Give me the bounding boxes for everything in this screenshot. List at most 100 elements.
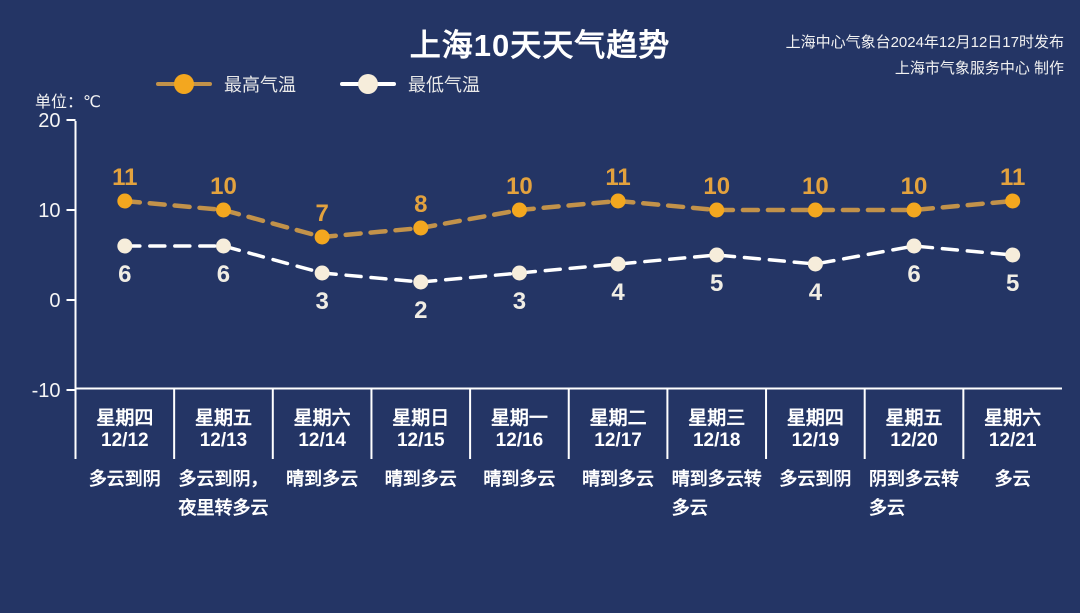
date-label: 12/15	[396, 430, 445, 451]
high-temp-point	[117, 193, 133, 209]
low-temp-point	[511, 265, 527, 281]
low-temp-point	[215, 238, 231, 254]
y-tick-label: 20	[38, 110, 60, 132]
low-temp-value: 5	[710, 270, 723, 297]
high-temp-value: 8	[414, 191, 427, 218]
day-column: 星期日 12/15 晴到多云	[371, 389, 470, 559]
high-temp-value: 11	[112, 164, 137, 191]
date-label: 12/20	[890, 430, 938, 451]
low-temp-value: 4	[809, 279, 823, 306]
legend-label: 最高气温	[224, 75, 296, 95]
weekday-label: 星期三	[688, 408, 746, 429]
legend-dot-swatch	[358, 74, 378, 94]
low-temp-value: 6	[118, 261, 131, 288]
date-label: 12/18	[692, 430, 741, 451]
low-temp-value: 3	[315, 288, 328, 315]
low-temp-point	[709, 247, 725, 263]
day-column: 星期二 12/17 晴到多云	[569, 389, 668, 559]
weather-label: 晴到多云转 多云	[671, 469, 762, 518]
high-temp-point	[906, 202, 922, 218]
low-temp-legend-icon	[340, 73, 396, 95]
high-temp-line	[122, 198, 1015, 240]
high-temp-value: 10	[802, 173, 829, 200]
day-column: 星期五 12/13 多云到阴， 夜里转多云	[174, 389, 273, 559]
low-temp-point	[314, 265, 330, 281]
date-label: 12/12	[101, 430, 149, 451]
high-temp-point	[215, 202, 231, 218]
date-label: 12/17	[594, 430, 642, 451]
weather-label: 晴到多云	[582, 469, 655, 489]
weekday-label: 星期五	[194, 408, 252, 429]
publisher-credits: 上海中心气象台2024年12月12日17时发布 上海市气象服务中心 制作	[786, 30, 1064, 82]
weather-label: 多云到阴， 夜里转多云	[178, 469, 269, 518]
y-tick-label: 10	[38, 200, 60, 222]
low-temp-point	[413, 274, 429, 290]
low-temp-point	[906, 238, 922, 254]
weekday-label: 星期四	[786, 408, 844, 429]
high-temp-value: 11	[1000, 164, 1025, 191]
weekday-label: 星期二	[589, 408, 647, 429]
day-column: 星期三 12/18 晴到多云转 多云	[667, 389, 766, 559]
high-temp-point	[1005, 193, 1021, 209]
weekday-label: 星期六	[293, 408, 351, 429]
legend-label: 最低气温	[408, 75, 480, 95]
chart-legend: 最高气温 最低气温	[156, 71, 480, 97]
high-temp-legend-icon	[156, 73, 212, 95]
high-temp-point	[413, 220, 429, 236]
weather-label: 多云	[994, 469, 1031, 489]
weekday-label: 星期一	[490, 408, 548, 429]
weather-label: 多云到阴	[779, 469, 852, 489]
legend-item-low-temp: 最低气温	[340, 71, 480, 97]
y-tick-label: 0	[49, 290, 60, 312]
day-column: 星期四 12/12 多云到阴	[76, 389, 175, 559]
high-temp-value: 10	[703, 173, 730, 200]
high-temp-point	[314, 229, 330, 245]
weather-label: 阴到多云转 多云	[869, 469, 959, 518]
high-temp-point	[511, 202, 527, 218]
high-temp-value: 10	[210, 173, 237, 200]
low-temp-value: 6	[907, 261, 920, 288]
low-temp-line	[123, 244, 1015, 284]
weekday-label: 星期五	[885, 408, 943, 429]
date-label: 12/19	[791, 430, 840, 451]
date-label: 12/16	[495, 430, 544, 451]
high-temp-value: 11	[605, 164, 630, 191]
credit-line-issued: 上海中心气象台2024年12月12日17时发布	[785, 34, 1064, 51]
unit-label: 单位：℃	[35, 94, 101, 111]
high-temp-value: 10	[901, 173, 928, 200]
y-tick-label: -10	[32, 380, 61, 402]
high-temp-point	[610, 193, 626, 209]
day-column: 星期六 12/14 晴到多云	[273, 389, 372, 559]
day-column: 星期一 12/16 晴到多云	[470, 389, 569, 559]
low-temp-point	[807, 256, 823, 272]
legend-dot-swatch	[174, 74, 194, 94]
date-label: 12/13	[199, 430, 248, 451]
high-temp-value: 10	[506, 173, 533, 200]
low-temp-value: 5	[1006, 270, 1019, 297]
weather-label: 多云到阴	[88, 469, 161, 489]
high-temp-point	[709, 202, 725, 218]
low-temp-value: 3	[513, 288, 526, 315]
weather-label: 晴到多云	[286, 469, 359, 489]
date-label: 12/14	[298, 430, 346, 451]
high-temp-value: 7	[315, 200, 328, 227]
low-temp-value: 6	[217, 261, 230, 288]
high-temp-point	[807, 202, 823, 218]
weekday-label: 星期日	[392, 408, 450, 429]
day-column: 星期六 12/21 多云	[963, 389, 1062, 559]
date-label: 12/21	[988, 430, 1037, 451]
low-temp-value: 4	[611, 279, 625, 306]
weekday-label: 星期四	[96, 408, 154, 429]
weather-label: 晴到多云	[384, 469, 457, 489]
low-temp-point	[1005, 247, 1021, 263]
credit-line-produced: 上海市气象服务中心 制作	[894, 60, 1064, 77]
low-temp-point	[610, 256, 626, 272]
page-title: 上海10天天气趋势	[409, 28, 671, 63]
low-temp-point	[117, 238, 133, 254]
legend-item-high-temp: 最高气温	[156, 71, 296, 97]
low-temp-value: 2	[414, 297, 427, 324]
day-column: 星期四 12/19 多云到阴	[766, 389, 865, 559]
